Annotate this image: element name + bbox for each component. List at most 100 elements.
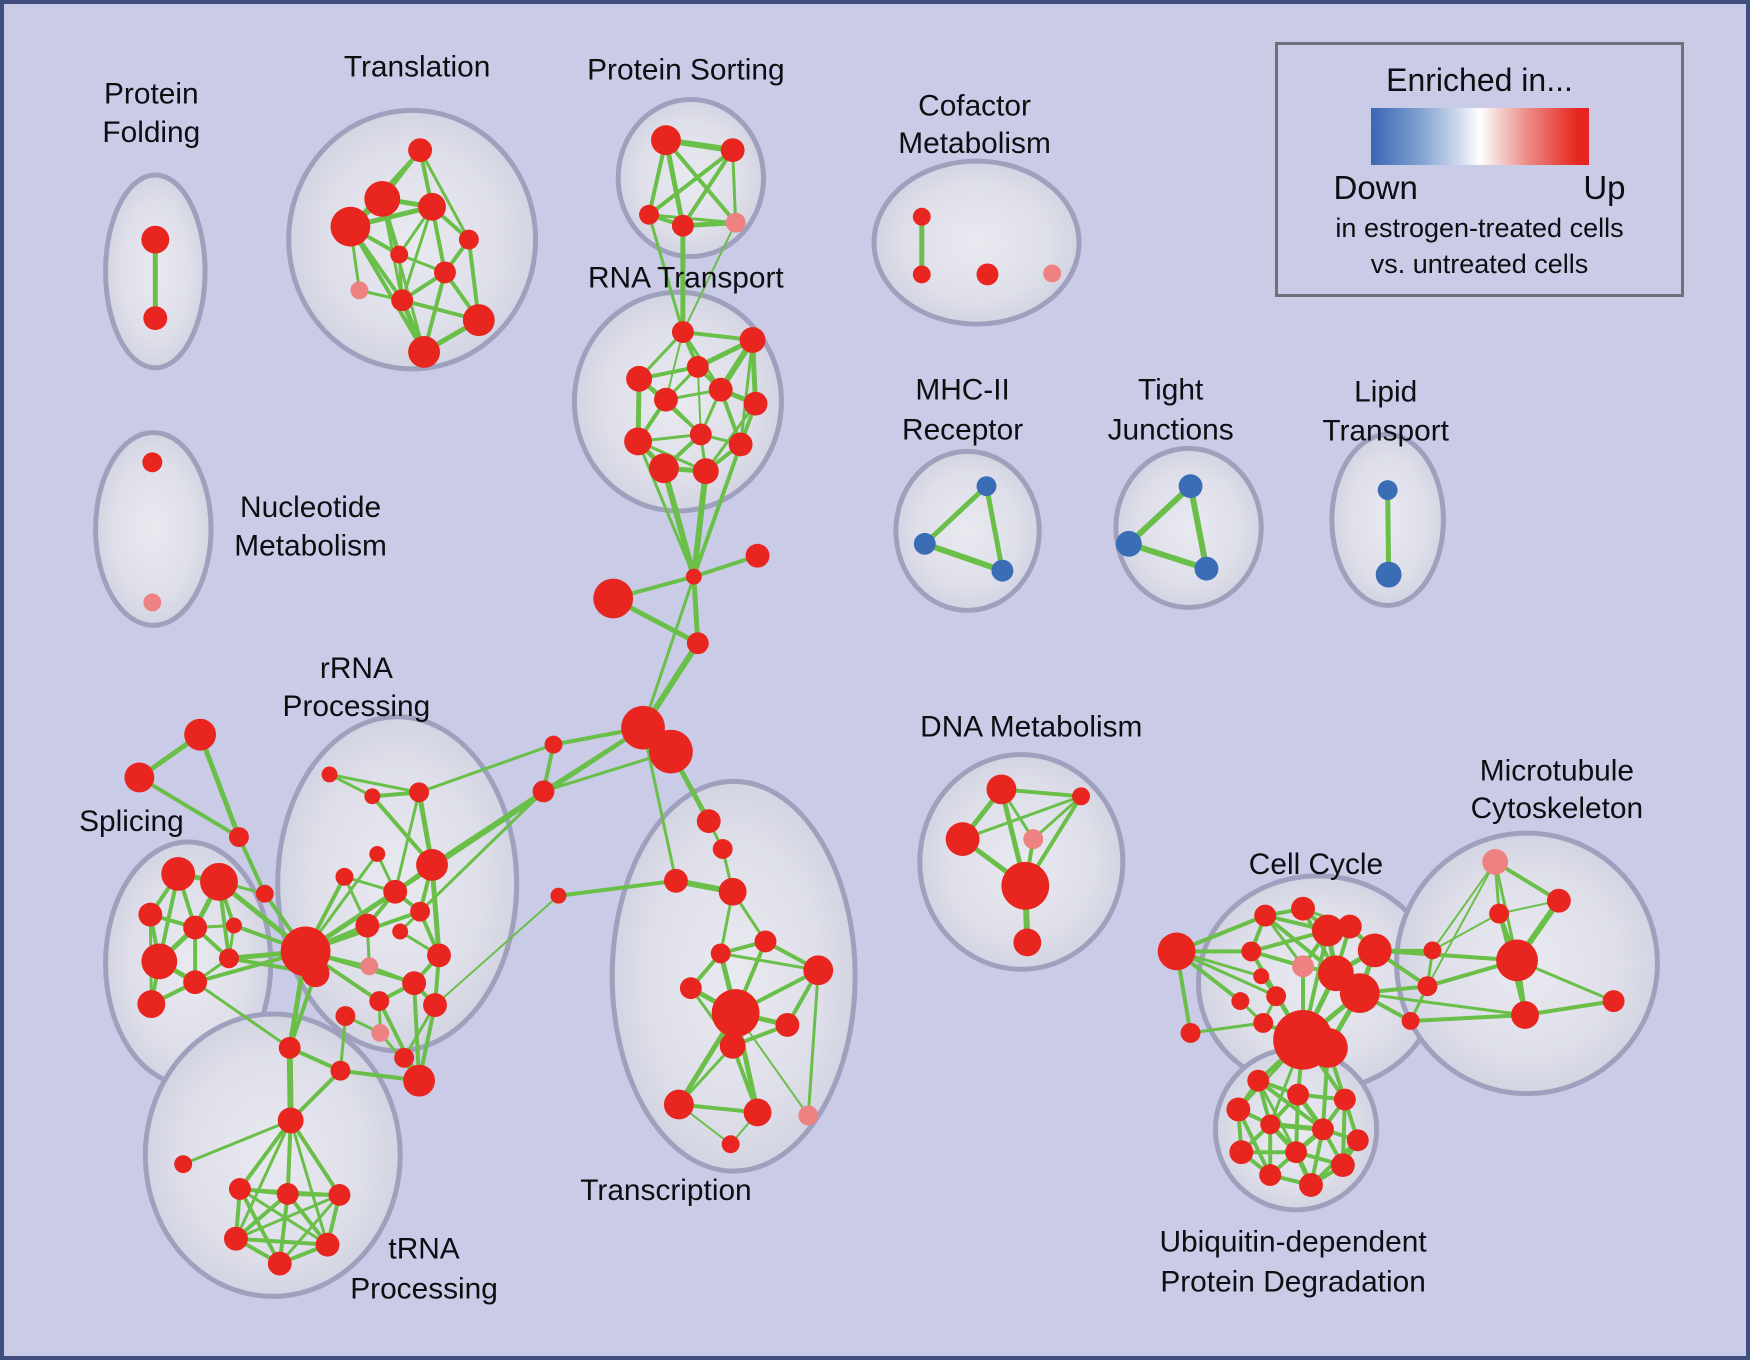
- rrna-node-11: [360, 957, 379, 976]
- middle-node-2: [593, 578, 634, 619]
- tight-node-1: [1115, 530, 1142, 557]
- cofactor-node-0: [912, 207, 931, 226]
- protein_sorting-edge-5: [680, 148, 735, 228]
- rrna-node-5: [335, 867, 354, 886]
- ubiquitin-label-line-1: Ubiquitin-dependent: [1159, 1226, 1427, 1259]
- legend-down-label: Down: [1333, 169, 1418, 207]
- lipid-node-0: [1377, 480, 1398, 501]
- tight-edge-0: [1125, 483, 1194, 547]
- nucleotide-region: [93, 429, 214, 628]
- rna_transport-node-3: [626, 365, 653, 392]
- trna-label-line-2: Processing: [350, 1272, 498, 1305]
- middle-node-5: [649, 729, 693, 774]
- splicing-node-8: [137, 990, 166, 1018]
- trna-node-0: [277, 1107, 304, 1134]
- translation-node-4: [458, 229, 479, 250]
- rrna-node-16: [371, 1023, 390, 1042]
- tight-label-line-2: Junctions: [1108, 413, 1234, 446]
- ubiquitin-node-9: [1330, 1153, 1355, 1178]
- link-edge-32: [1372, 948, 1520, 963]
- microtubule-node-5: [1602, 990, 1625, 1013]
- rna_transport-node-0: [671, 321, 694, 343]
- rna_transport-node-10: [649, 453, 679, 484]
- link-edge-4: [690, 468, 709, 580]
- protein_sorting-node-4: [725, 212, 746, 233]
- transcription-node-8: [679, 977, 702, 1000]
- trna-edge-0: [181, 1118, 293, 1166]
- middle-node-7: [532, 780, 555, 803]
- satellites-node-2: [228, 827, 249, 848]
- link-edge-34: [1408, 1013, 1528, 1023]
- rrna-edge-30: [412, 981, 422, 1083]
- translation-node-2: [418, 192, 446, 221]
- transcription-node-13: [743, 1098, 772, 1127]
- cellcycle-node-10: [1339, 973, 1380, 1014]
- splicing-node-2: [138, 902, 163, 927]
- rrna-edge-5: [393, 790, 421, 894]
- microtubule-label-line-1: Microtubule: [1480, 754, 1634, 787]
- cellcycle-node-14: [1253, 1013, 1274, 1033]
- middle-edge-2: [691, 574, 701, 646]
- dna-node-4: [1001, 861, 1050, 910]
- cellcycle-node-2: [1254, 904, 1277, 927]
- transcription-node-11: [719, 1032, 746, 1059]
- dna-node-0: [986, 774, 1017, 805]
- trna-edge-3: [288, 1118, 342, 1197]
- legend-box: Enriched in... Down Up in estrogen-treat…: [1275, 42, 1684, 297]
- lipid-label-line-1: Lipid: [1354, 376, 1417, 409]
- legend-up-label: Up: [1583, 169, 1626, 207]
- cellcycle-node-4: [1241, 941, 1262, 962]
- translation-node-0: [408, 138, 433, 163]
- lipid-edge-0: [1385, 487, 1392, 578]
- ubiquitin-node-2: [1333, 1088, 1356, 1111]
- cellcycle-node-11: [1253, 968, 1270, 985]
- cellcycle-node-19: [1417, 976, 1438, 997]
- legend-subtitle-line2: vs. untreated cells: [1370, 248, 1589, 279]
- transcription-node-4: [550, 887, 567, 904]
- link-edge-38: [1431, 860, 1497, 952]
- mhc-edge-2: [921, 540, 1006, 574]
- rrna-node-1: [364, 788, 381, 805]
- rrna-node-0: [321, 766, 338, 783]
- mhc-label-line-2: Receptor: [902, 413, 1023, 446]
- tight-edge-2: [1125, 540, 1210, 572]
- cofactor-node-3: [1043, 264, 1062, 283]
- translation-label-line-1: Translation: [344, 51, 491, 84]
- splicing-node-5: [141, 943, 178, 980]
- ubiquitin-node-6: [1346, 1129, 1369, 1152]
- transcription-node-0: [696, 809, 721, 834]
- rna_transport-label-line-1: RNA Transport: [588, 261, 784, 294]
- trna-label-line-1: tRNA: [388, 1233, 459, 1266]
- rrna-label-line-2: Processing: [283, 690, 431, 723]
- tight-region: [1113, 445, 1264, 610]
- cofactor-label-line-2: Metabolism: [898, 127, 1051, 160]
- trna-node-6: [315, 1232, 340, 1257]
- link-edge-20: [193, 980, 292, 1050]
- satellites-node-0: [184, 718, 217, 751]
- nucleotide-node-1: [143, 593, 162, 612]
- rna_transport-node-4: [654, 387, 678, 412]
- lipid-label-line-2: Transport: [1322, 414, 1449, 447]
- cluster-labels: Nucleotide Metabolism Protein Folding Transl…: [79, 51, 1643, 1306]
- transcription-node-9: [711, 989, 760, 1037]
- microtubule-edge-8: [1523, 999, 1616, 1018]
- translation-edge-28: [400, 205, 434, 302]
- dna-edge-5: [1031, 794, 1083, 841]
- cellcycle-node-3: [1291, 896, 1315, 921]
- mhc-edge-1: [983, 483, 1005, 574]
- middle-node-3: [686, 632, 709, 655]
- link-edge-14: [236, 835, 267, 896]
- transcription-node-2: [663, 868, 688, 893]
- middle-edge-5: [641, 575, 696, 730]
- rna_transport-node-7: [689, 423, 712, 446]
- ubiquitin-edge-29: [1256, 1079, 1298, 1154]
- rrna-node-10: [427, 943, 451, 968]
- link-edge-0: [647, 213, 685, 334]
- cellcycle-node-7: [1337, 914, 1362, 939]
- link-edge-2: [681, 221, 737, 334]
- transcription-node-5: [754, 930, 777, 953]
- ubiquitin-node-1: [1287, 1083, 1310, 1106]
- ubiquitin-node-0: [1247, 1069, 1270, 1092]
- mhc-edge-0: [922, 483, 989, 547]
